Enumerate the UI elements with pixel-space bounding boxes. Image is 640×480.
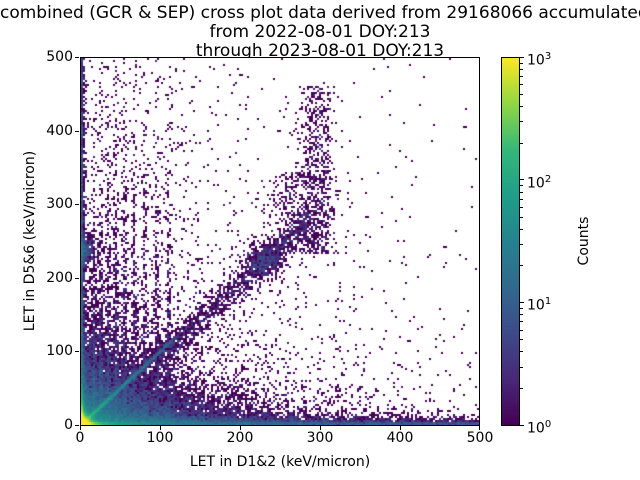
x-tick-label: 300 — [306, 430, 334, 446]
y-tick-mark — [75, 278, 79, 279]
colorbar-minor-tick — [520, 121, 523, 123]
y-tick-mark — [75, 425, 79, 426]
colorbar-major-tick — [520, 302, 524, 303]
colorbar-minor-tick — [520, 307, 523, 309]
x-tick-label: 100 — [146, 430, 174, 446]
x-tick-mark — [479, 426, 480, 430]
colorbar-minor-tick — [520, 206, 523, 208]
colorbar-minor-tick — [520, 243, 523, 245]
colorbar-minor-tick — [520, 228, 523, 230]
plot-area — [80, 57, 480, 426]
x-tick-mark — [240, 426, 241, 430]
colorbar-minor-tick — [520, 105, 523, 107]
y-tick-label: 100 — [46, 343, 73, 359]
x-tick-label: 400 — [386, 430, 414, 446]
y-tick-label: 300 — [46, 196, 73, 212]
x-axis-label: LET in D1&2 (keV/micron) — [189, 454, 371, 470]
x-tick-mark — [160, 426, 161, 430]
colorbar-minor-tick — [520, 339, 523, 341]
colorbar-major-tick — [520, 57, 524, 58]
y-tick-label: 0 — [64, 417, 73, 433]
colorbar-tick-label: 100 — [527, 416, 552, 437]
y-tick-label: 500 — [46, 49, 73, 65]
y-tick-label: 200 — [46, 270, 73, 286]
hist2d-canvas — [81, 58, 479, 425]
colorbar-minor-tick — [520, 191, 523, 193]
colorbar-tick-base: 10 — [527, 52, 545, 69]
colorbar-minor-tick — [520, 265, 523, 267]
colorbar-major-tick — [520, 425, 524, 426]
colorbar-minor-tick — [520, 216, 523, 218]
colorbar-tick-base: 10 — [527, 420, 545, 437]
colorbar-gradient — [501, 57, 520, 426]
y-tick-mark — [75, 57, 79, 58]
colorbar-tick-base: 10 — [527, 175, 545, 192]
colorbar-minor-tick — [520, 388, 523, 390]
colorbar-minor-tick — [520, 321, 523, 323]
colorbar-minor-tick — [520, 366, 523, 368]
chart-title-line-2: from 2022-08-01 DOY:213 — [209, 22, 431, 42]
y-tick-mark — [75, 204, 79, 205]
colorbar-tick-label: 101 — [527, 293, 552, 314]
colorbar-tick-label: 103 — [527, 48, 552, 69]
x-tick-label: 200 — [226, 430, 254, 446]
chart-title: combined (GCR & SEP) cross plot data der… — [0, 4, 640, 61]
colorbar-tick-exp: 0 — [544, 419, 552, 430]
chart-title-line-3: through 2023-08-01 DOY:213 — [195, 41, 445, 61]
colorbar-minor-tick — [520, 76, 523, 77]
colorbar-tick-label: 102 — [527, 171, 552, 192]
colorbar-minor-tick — [520, 198, 523, 200]
colorbar-minor-tick — [520, 314, 523, 316]
y-tick-label: 400 — [46, 123, 73, 139]
colorbar-minor-tick — [520, 93, 523, 95]
colorbar-label: Counts — [576, 216, 592, 266]
x-tick-label: 500 — [466, 430, 494, 446]
colorbar-tick-exp: 1 — [544, 296, 552, 307]
chart-title-line-1: combined (GCR & SEP) cross plot data der… — [0, 3, 640, 23]
x-tick-mark — [400, 426, 401, 430]
x-tick-mark — [320, 426, 321, 430]
colorbar-tick-base: 10 — [527, 297, 545, 314]
x-tick-mark — [80, 426, 81, 430]
y-tick-mark — [75, 131, 79, 132]
colorbar-major-tick — [520, 179, 524, 180]
y-tick-mark — [75, 351, 79, 352]
colorbar-minor-tick — [520, 68, 523, 70]
colorbar-minor-tick — [520, 329, 523, 331]
colorbar-minor-tick — [520, 84, 523, 86]
colorbar-minor-tick — [520, 351, 523, 353]
x-tick-label: 0 — [75, 430, 85, 446]
colorbar-minor-tick — [520, 185, 523, 187]
colorbar-ticks — [520, 57, 525, 426]
colorbar-minor-tick — [520, 142, 523, 144]
colorbar-minor-tick — [520, 62, 523, 64]
y-axis-label: LET in D5&6 (keV/micron) — [22, 150, 38, 332]
colorbar-tick-exp: 2 — [544, 174, 552, 185]
colorbar-tick-exp: 3 — [544, 51, 552, 62]
